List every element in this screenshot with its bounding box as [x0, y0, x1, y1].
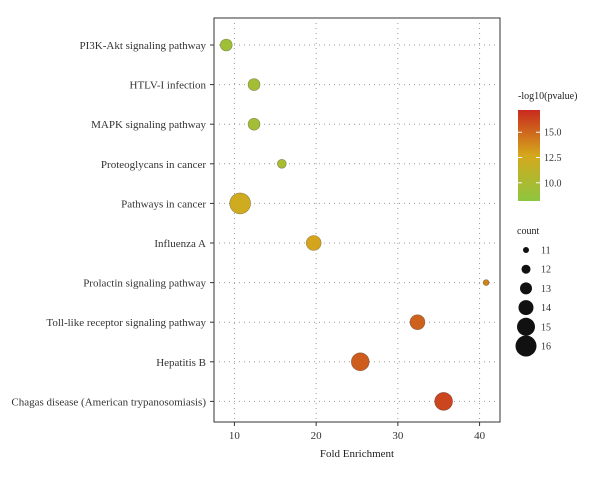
- data-point: [409, 314, 426, 331]
- data-point: [482, 279, 490, 286]
- category-label: Pathways in cancer: [121, 198, 206, 210]
- size-legend-dot: [520, 282, 532, 295]
- data-point: [247, 78, 261, 91]
- x-tick-label: 40: [474, 430, 486, 442]
- color-legend: -log10(pvalue) 10.0 12.5 15.0: [518, 91, 577, 201]
- size-legend-dot: [517, 317, 535, 336]
- size-legend-dot: [521, 264, 531, 274]
- size-legend-label: 11: [541, 246, 551, 257]
- x-axis-ticks: 10 20 30 40: [229, 422, 486, 442]
- x-tick-label: 30: [392, 430, 404, 442]
- category-label: Chagas disease (American trypanosomiasis…: [11, 396, 206, 408]
- x-axis-title: Fold Enrichment: [320, 448, 394, 460]
- colorbar-ticks: 10.0 12.5 15.0: [518, 128, 562, 189]
- data-point: [434, 392, 453, 411]
- category-labels: PI3K-Akt signaling pathway HTLV-I infecti…: [11, 40, 214, 408]
- size-legend-dot: [523, 247, 529, 253]
- category-label: MAPK signaling pathway: [91, 119, 206, 131]
- size-legend-title: count: [517, 226, 539, 237]
- category-label: HTLV-I infection: [130, 80, 207, 92]
- color-legend-title: -log10(pvalue): [518, 91, 577, 102]
- data-point: [247, 117, 261, 131]
- size-legend-label: 12: [541, 265, 551, 276]
- category-label: Toll-like receptor signaling pathway: [46, 317, 206, 329]
- size-legend-label: 14: [541, 303, 551, 314]
- size-legend: count 11 12 13 14 15 16: [515, 226, 551, 357]
- x-tick-label: 10: [229, 430, 241, 442]
- category-label: Hepatitis B: [156, 357, 206, 369]
- data-point: [229, 192, 251, 215]
- colorbar-tick-label: 15.0: [544, 128, 562, 139]
- category-label: Influenza A: [154, 238, 206, 250]
- category-label: PI3K-Akt signaling pathway: [80, 40, 207, 52]
- data-point: [305, 235, 322, 251]
- size-legend-label: 16: [541, 342, 551, 353]
- x-tick-label: 20: [311, 430, 323, 442]
- data-point: [277, 159, 287, 169]
- colorbar-tick-label: 10.0: [544, 178, 562, 189]
- size-legend-dot: [515, 335, 537, 357]
- colorbar-tick-label: 12.5: [544, 153, 562, 164]
- data-point: [350, 352, 370, 372]
- colorbar: [518, 110, 540, 201]
- category-label: Proteoglycans in cancer: [101, 159, 206, 171]
- size-legend-label: 15: [541, 322, 551, 333]
- size-legend-label: 13: [541, 284, 551, 295]
- category-label: Prolactin signaling pathway: [83, 278, 206, 290]
- data-point: [219, 38, 233, 52]
- size-legend-dot: [518, 300, 534, 316]
- data-points: [219, 38, 490, 411]
